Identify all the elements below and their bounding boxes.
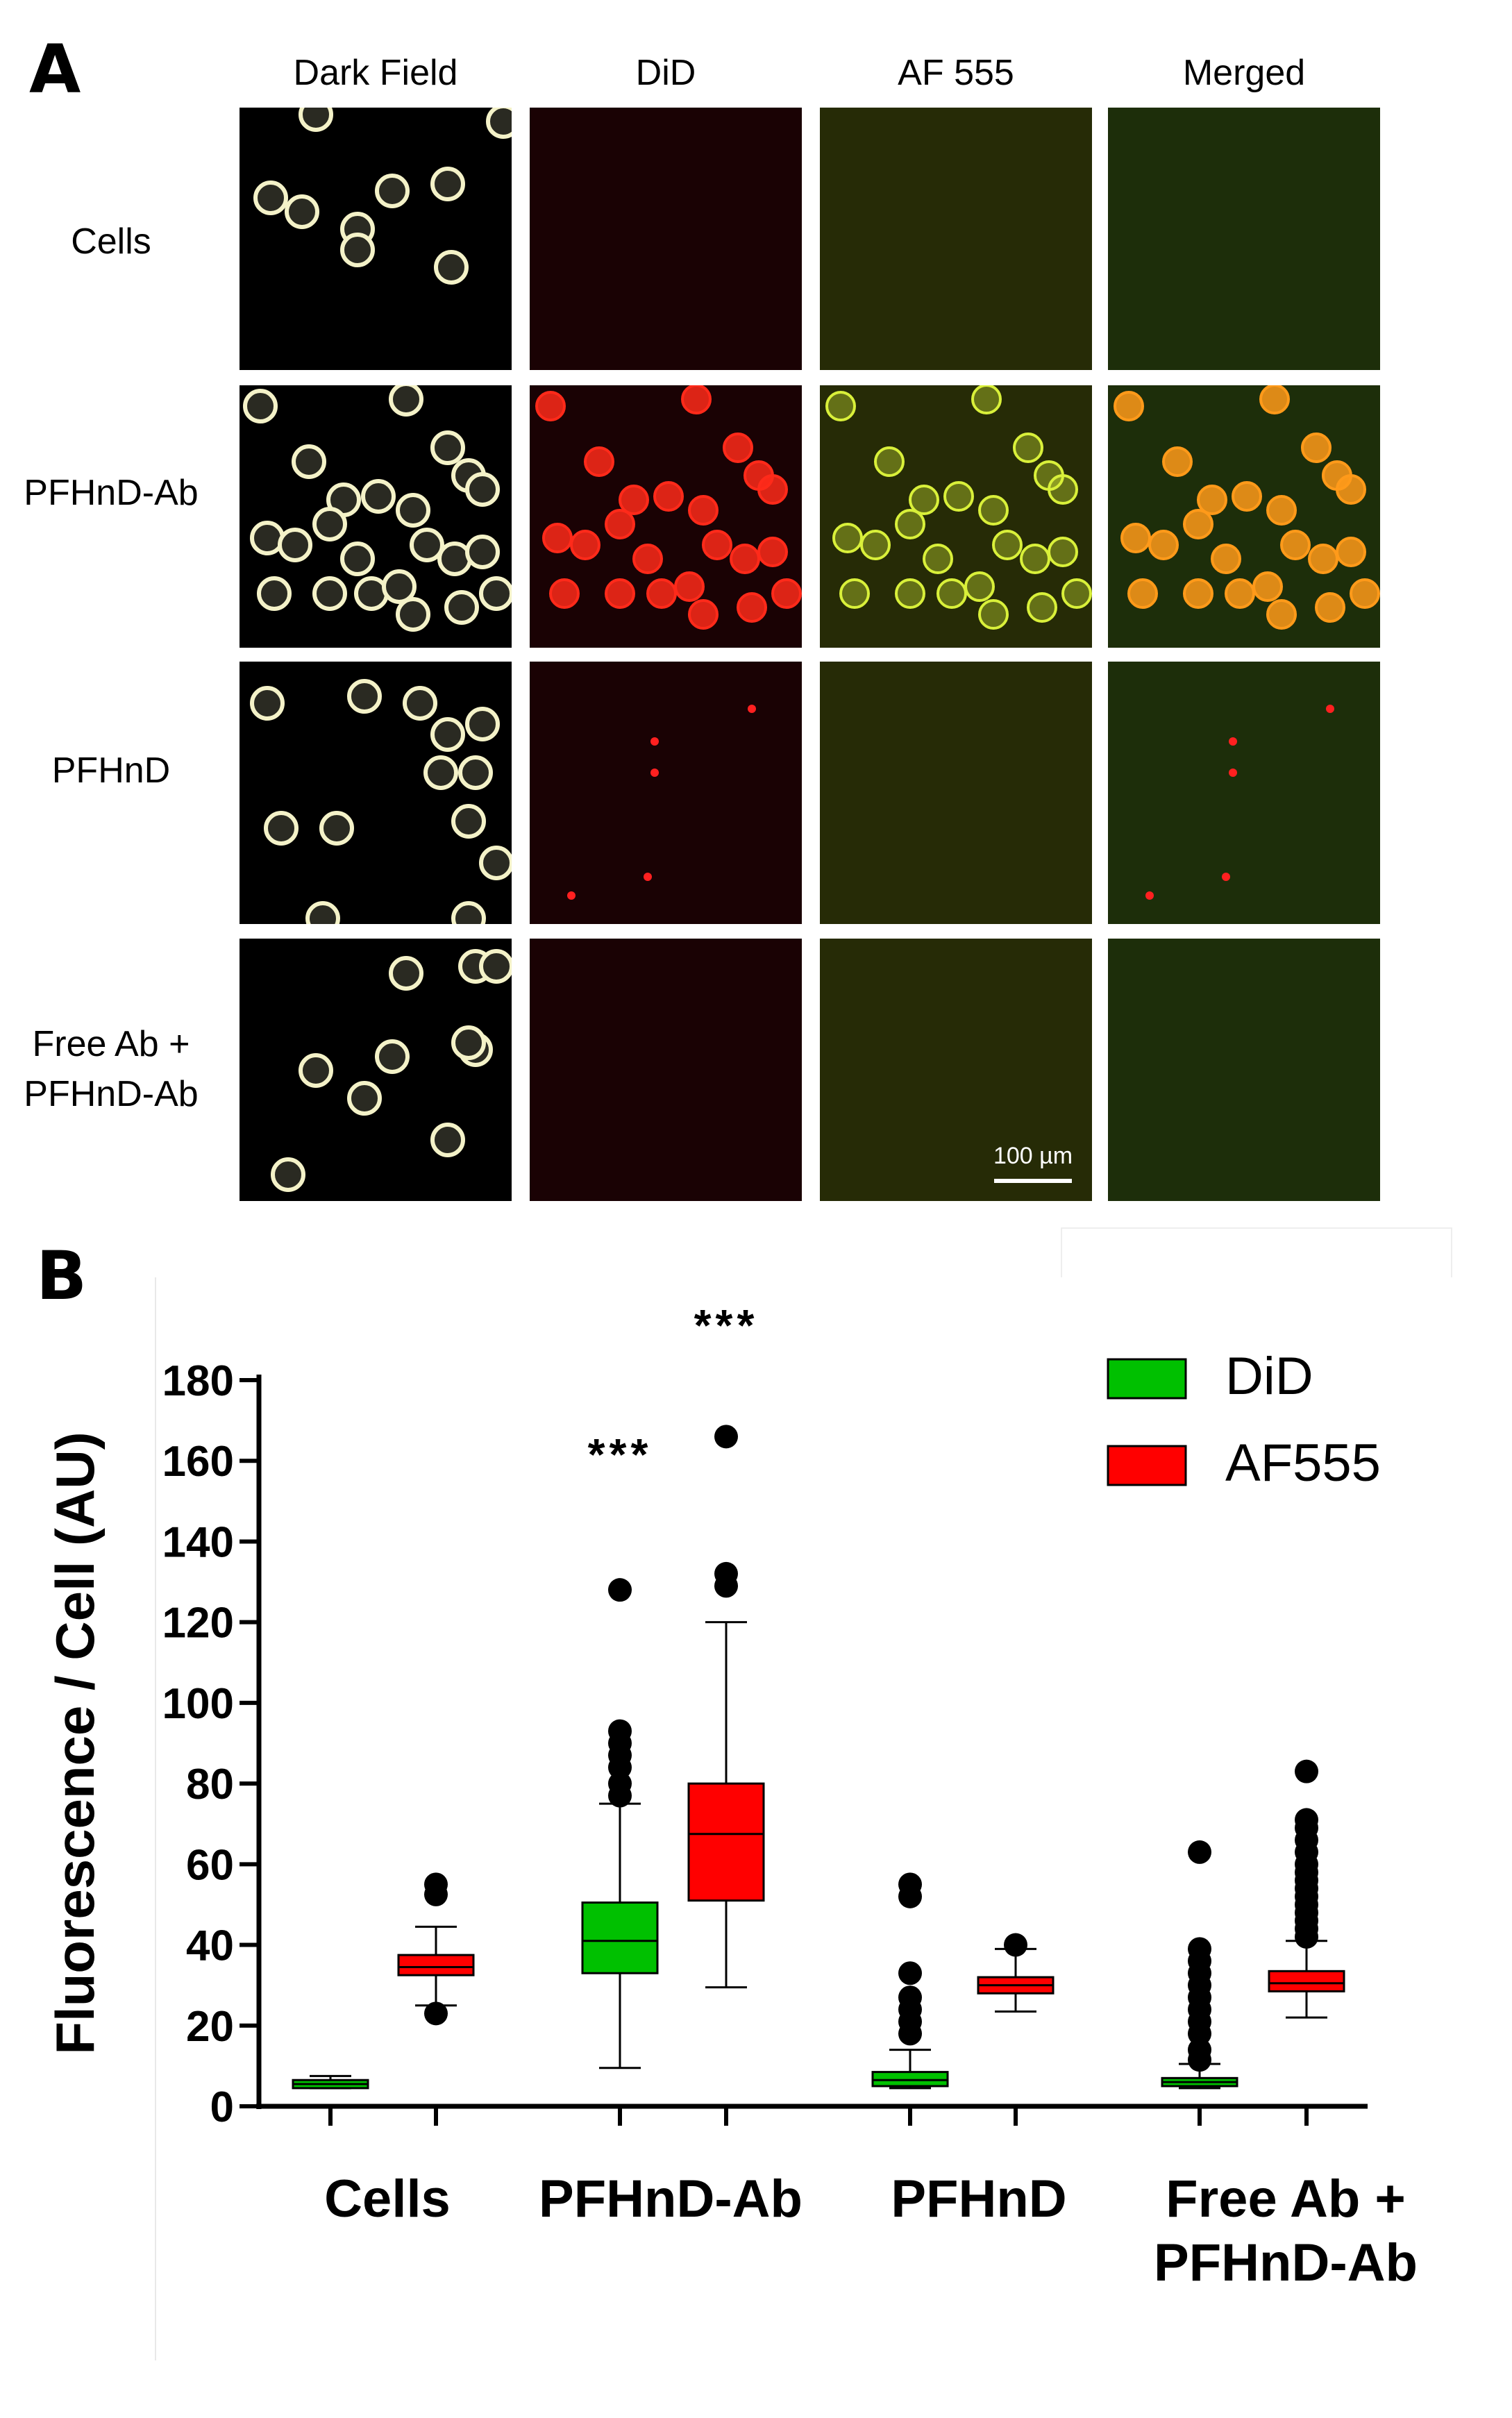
micrograph-r1-c4 [1108,108,1380,370]
micrograph-r2-c3 [820,385,1092,648]
micrograph-r1-c2 [530,108,802,370]
row-label-free-ab-pfhnd-ab: Free Ab + PFHnD-Ab [24,1024,199,1114]
legend-swatch-did [1107,1358,1187,1400]
x-category-label: PFHnD-Ab [539,2169,803,2228]
outlier-point-af555-pfhnd-ab [714,1425,738,1449]
column-label-af555: AF 555 [898,53,1014,93]
micrograph-r4-c2 [530,939,802,1201]
micrograph-r4-c1 [240,939,512,1201]
column-label-merged: Merged [1182,53,1306,93]
column-label-did: DiD [635,53,696,93]
y-tick-label: 160 [162,1438,234,1486]
y-tick-label: 20 [186,2003,234,2051]
outlier-point-did-pfhnd-ab [608,1719,632,1743]
y-axis-title: Fluorescence / Cell (AU) [44,1432,106,2054]
legend-swatch-af555 [1107,1445,1187,1486]
outlier-point-af555-cells [424,2001,448,2026]
outlier-point-did-pfhnd [898,1872,922,1897]
y-tick-label: 60 [186,1841,234,1889]
scale-bar [994,1179,1072,1183]
micrograph-r2-c2 [530,385,802,648]
outlier-point-af555-cells [424,1872,448,1897]
box-did-pfhnd-ab [581,1901,659,1974]
micrograph-r3-c3 [820,662,1092,924]
y-tick-label: 40 [186,1922,234,1970]
outlier-point-did-free-ab-pfhnd-ab [1188,2038,1211,2062]
outlier-point-did-pfhnd-ab [608,1578,632,1602]
outlier-point-af555-free-ab-pfhnd-ab [1295,1759,1318,1783]
column-label-dark-field: Dark Field [293,53,458,93]
y-tick-label: 140 [162,1518,234,1566]
box-af555-cells [397,1954,475,1976]
micrograph-r2-c1 [240,385,512,648]
y-tick-label: 0 [210,2083,234,2131]
y-tick-label: 180 [162,1357,234,1405]
outlier-point-af555-pfhnd-ab [714,1561,738,1586]
y-tick-label: 80 [186,1761,234,1808]
x-category-label: PFHnD [891,2169,1066,2228]
outlier-point-af555-free-ab-pfhnd-ab [1295,1808,1318,1832]
box-af555-pfhnd-ab [687,1782,765,1902]
significance-marker: *** [694,1300,759,1350]
panel-b-letter: B [36,1237,87,1315]
micrograph-r2-c4 [1108,385,1380,648]
micrograph-r1-c3 [820,108,1092,370]
micrograph-r3-c2 [530,662,802,924]
outlier-point-did-pfhnd [898,1961,922,1985]
micrograph-r4-c4 [1108,939,1380,1201]
outlier-point-did-pfhnd-ab [608,1772,632,1796]
legend-label-did: DiD [1225,1347,1313,1406]
x-category-label: PFHnD-Ab [1154,2233,1418,2292]
scale-bar-label: 100 µm [993,1143,1073,1169]
outlier-point-did-free-ab-pfhnd-ab [1188,1937,1211,1961]
row-label-cells: Cells [71,221,151,262]
panel-b-top-frame-box [1061,1227,1452,1277]
x-category-label: Free Ab + [1166,2169,1406,2228]
micrograph-r4-c3 [820,939,1092,1201]
outlier-point-did-free-ab-pfhnd-ab [1188,1840,1211,1864]
significance-marker: *** [588,1429,653,1479]
row-label-pfhnd-ab: PFHnD-Ab [24,473,199,513]
outlier-point-af555-pfhnd [1004,1933,1027,1957]
legend-label-af555: AF555 [1225,1434,1381,1493]
panel-b-left-frame-line [155,1277,156,2360]
box-af555-free-ab-pfhnd-ab [1268,1970,1345,1992]
row-label-pfhnd: PFHnD [51,750,171,791]
x-category-label: Cells [324,2169,451,2228]
y-tick-label: 100 [162,1680,234,1728]
micrograph-r1-c1 [240,108,512,370]
panel-a-letter: A [29,31,81,108]
y-tick-label: 120 [162,1600,234,1647]
micrograph-r3-c4 [1108,662,1380,924]
outlier-point-did-pfhnd [898,1985,922,2010]
micrograph-r3-c1 [240,662,512,924]
